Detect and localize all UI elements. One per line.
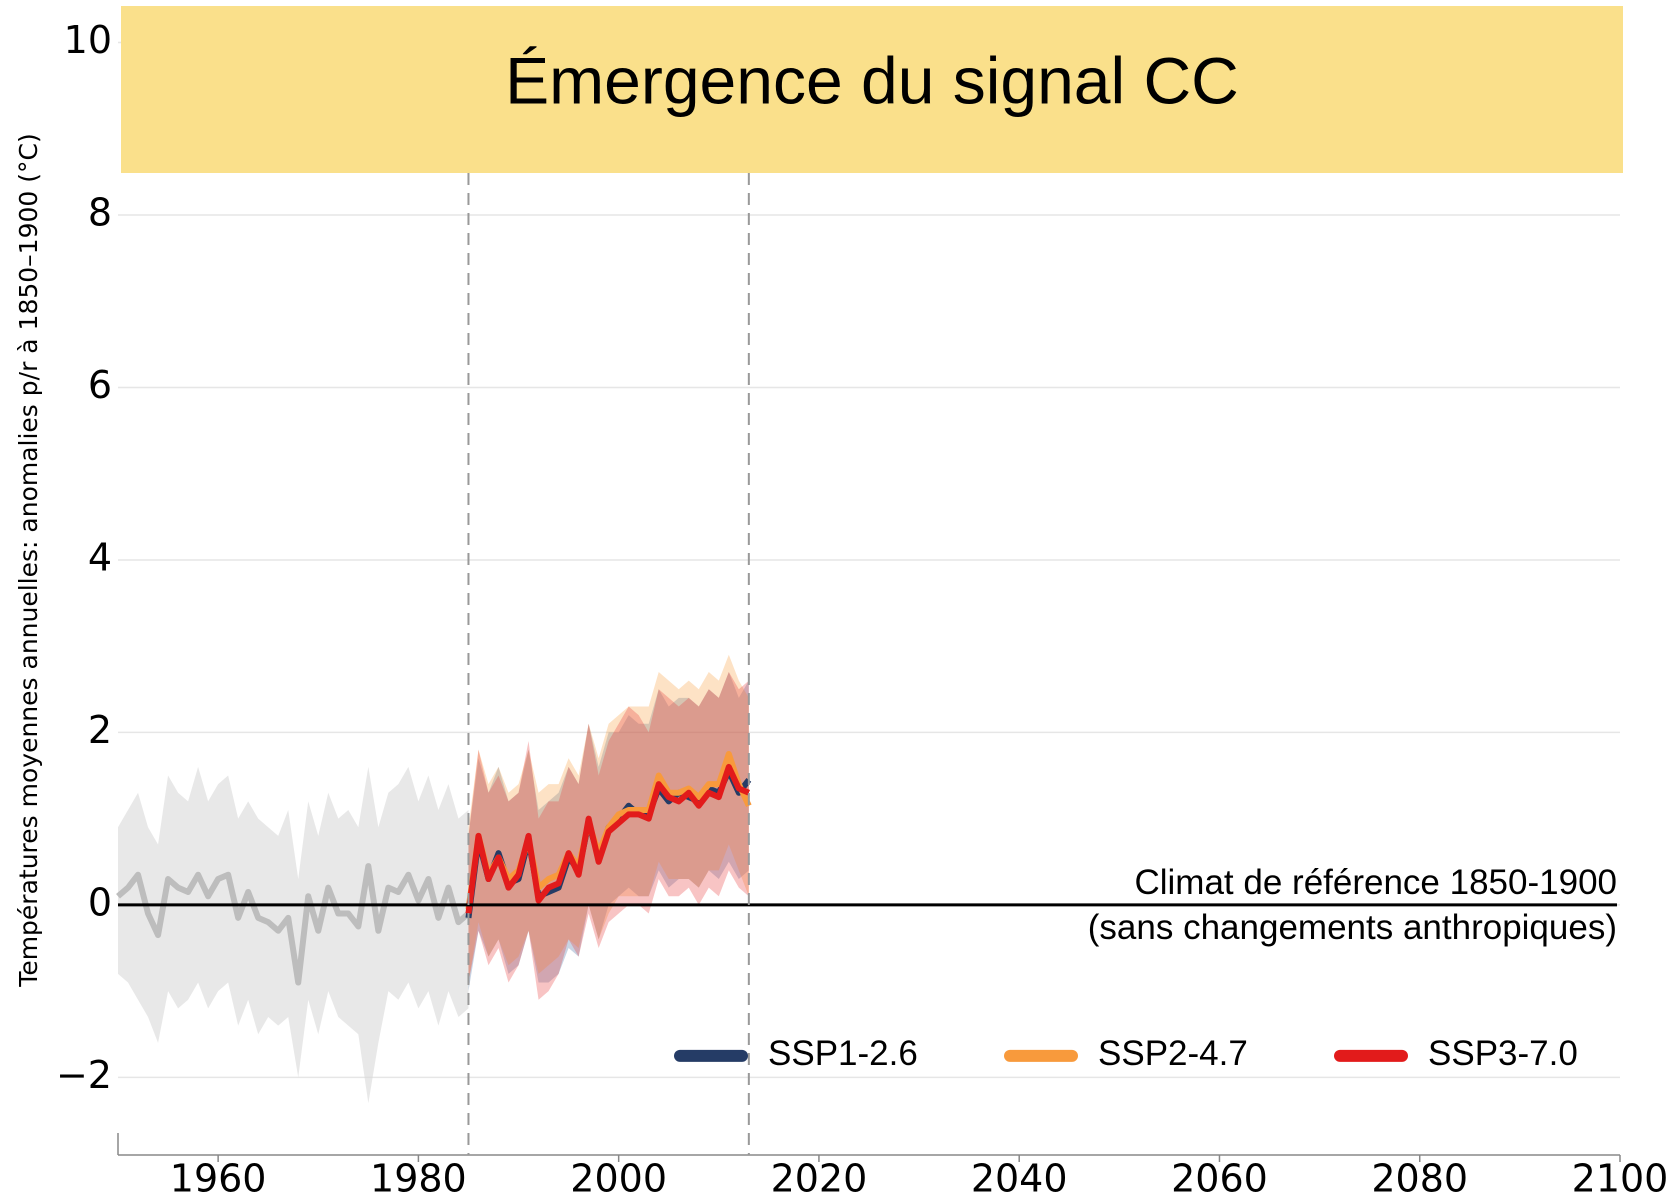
legend-label: SSP3-7.0: [1428, 1034, 1578, 1073]
series-line: [465, 763, 751, 914]
top-layer: Émergence du signal CC Températures moye…: [14, 6, 1623, 1073]
data-layer: Climat de référence 1850-1900 (sans chang…: [116, 173, 1617, 1155]
x-tick-label: 2080: [1371, 1157, 1468, 1192]
y-tick-label: 4: [88, 535, 112, 579]
series-line: [116, 863, 471, 986]
y-tick-label: −2: [56, 1053, 112, 1097]
annotation: Climat de référence 1850-1900: [1134, 863, 1617, 902]
legend-label: SSP1-2.6: [768, 1034, 918, 1073]
y-tick-label: 2: [88, 708, 112, 752]
x-tick-label: 2040: [971, 1157, 1068, 1192]
y-tick-label: 8: [88, 190, 112, 234]
y-axis-label: Températures moyennes annuelles: anomali…: [14, 133, 43, 987]
annotation: (sans changements anthropiques): [1088, 908, 1617, 947]
x-tick-label: 2020: [771, 1157, 868, 1192]
y-tick-label: 0: [88, 880, 112, 924]
y-tick-label: 10: [64, 18, 112, 62]
legend-label: SSP2-4.7: [1098, 1034, 1248, 1073]
x-tick-label: 2100: [1572, 1157, 1669, 1192]
x-tick-label: 2000: [570, 1157, 667, 1192]
x-tick-label: 1960: [170, 1157, 267, 1192]
series-line: [465, 750, 752, 910]
x-tick-label: 1980: [370, 1157, 467, 1192]
title-box: [121, 6, 1623, 173]
x-tick-label: 2060: [1171, 1157, 1268, 1192]
chart-title: Émergence du signal CC: [505, 43, 1239, 117]
y-tick-label: 6: [88, 363, 112, 407]
